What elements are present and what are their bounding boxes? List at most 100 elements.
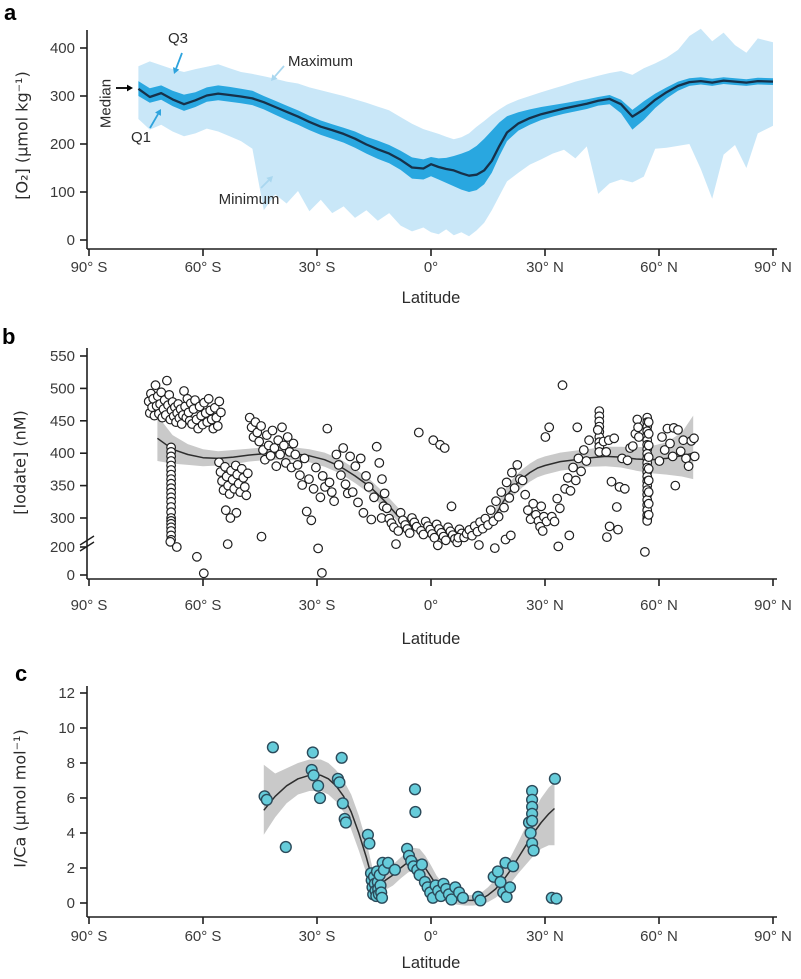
panel-c-y-tick-label: 2 bbox=[67, 860, 75, 877]
panel-b-scatter-point bbox=[203, 393, 214, 404]
panel-c-x-tick-label: 30° N bbox=[526, 928, 564, 945]
panel-c-scatter-point bbox=[491, 865, 505, 878]
panel-b-scatter-point bbox=[404, 528, 415, 538]
panel-a-iqr-band bbox=[138, 77, 773, 192]
panel-b-scatter-point bbox=[633, 422, 643, 433]
panel-b-scatter-point bbox=[333, 460, 344, 470]
panel-c-scatter-point bbox=[525, 814, 539, 827]
panel-c-x-axis-title: Latitude bbox=[401, 954, 461, 972]
panel-a-x-tick-label: 30° N bbox=[526, 259, 564, 276]
panel-b-scatter-point bbox=[659, 445, 670, 455]
panel-b-scatter-point bbox=[643, 428, 654, 439]
panel-b-scatter-point bbox=[198, 568, 209, 579]
panel-b-scatter-point bbox=[393, 526, 404, 536]
panel-b-scatter-point bbox=[326, 487, 337, 498]
panel-b-scatter-point bbox=[489, 543, 500, 553]
panel-b-scatter-point bbox=[643, 509, 654, 520]
panel-b-scatter-point bbox=[288, 438, 299, 449]
panel-b-scatter-point bbox=[505, 530, 516, 541]
panel-b-y-axis-title: [Iodate] (nM) bbox=[10, 410, 30, 515]
panel-c-scatter-point bbox=[456, 891, 470, 904]
panel-c-x-tick-label: 90° N bbox=[754, 928, 792, 945]
panel-a-median-line bbox=[137, 79, 774, 177]
median-arrow-icon bbox=[116, 84, 133, 92]
panel-b-scatter-point bbox=[523, 505, 533, 516]
panel-b-scatter-point bbox=[544, 422, 555, 433]
panel-c-x-tick-label: 90° S bbox=[71, 928, 108, 945]
panel-b-scatter-point bbox=[231, 507, 242, 518]
panel-b-scatter-point bbox=[440, 535, 451, 546]
panel-b-scatter-point bbox=[241, 490, 252, 501]
panel-c-scatter-point bbox=[415, 858, 429, 871]
panel-b-y-tick-label: 350 bbox=[50, 478, 75, 495]
panel-b-scatter-point bbox=[322, 423, 333, 434]
median-annotation-label: Median bbox=[97, 78, 115, 129]
panel-b-scatter-point bbox=[572, 422, 583, 433]
panel-b-scatter-point bbox=[220, 505, 231, 516]
panel-b-scatter-point bbox=[358, 507, 369, 518]
panel-b-scatter-point bbox=[265, 450, 276, 461]
panel-a-x-tick-label: 90° N bbox=[754, 259, 792, 276]
panel-a-y-tick-label: 0 bbox=[67, 232, 75, 249]
panel-c-scatter-point bbox=[260, 793, 273, 806]
panel-b-scatter-point bbox=[432, 540, 443, 551]
panel-a-y-tick-label: 100 bbox=[50, 184, 75, 201]
panel-b-scatter-point bbox=[601, 447, 612, 457]
panel-c-scatter-point bbox=[550, 892, 563, 905]
panel-b-scatter-point bbox=[361, 471, 371, 481]
q3-arrow-icon bbox=[172, 52, 183, 74]
panel-b-scatter-point bbox=[377, 474, 387, 485]
panel-b-x-tick-label: 90° S bbox=[71, 597, 108, 614]
panel-b-scatter-point bbox=[504, 493, 515, 503]
maximum-annotation-label: Maximum bbox=[288, 53, 354, 70]
panel-b-scatter-point bbox=[552, 493, 563, 504]
panel-b-scatter-point bbox=[324, 477, 335, 488]
panel-b-x-tick-label: 30° N bbox=[526, 597, 564, 614]
panel-b-scatter-point bbox=[292, 460, 303, 470]
panel-b-y-tick-label: 450 bbox=[50, 413, 75, 430]
panel-b-scatter-point bbox=[299, 453, 310, 464]
panel-a-x-tick-label: 30° S bbox=[299, 259, 336, 276]
panel-b-scatter-point bbox=[295, 470, 305, 481]
panel-b-scatter-point bbox=[576, 466, 586, 477]
panel-c-x-tick-label: 60° N bbox=[640, 928, 678, 945]
panel-a-min-max-band bbox=[138, 28, 773, 237]
panel-b-scatter-point bbox=[509, 483, 520, 494]
panel-b-scatter-point bbox=[212, 421, 223, 431]
panel-b-scatter-point bbox=[553, 541, 564, 552]
panel-b-scatter-point bbox=[279, 440, 289, 451]
panel-c-scatter-point bbox=[363, 837, 376, 850]
panel-b-y-tick-label: 400 bbox=[50, 445, 75, 462]
panel-b-scatter-point bbox=[315, 492, 326, 503]
panel-b-scatter-point bbox=[311, 462, 321, 473]
panel-b-scatter-point bbox=[517, 475, 528, 486]
panel-b-scatter-point bbox=[239, 482, 250, 492]
panel-b-scatter-point bbox=[413, 427, 424, 438]
panel-b-scatter-point bbox=[564, 530, 575, 541]
panel-b-scatter-point bbox=[161, 375, 172, 386]
minimum-annotation-label: Minimum bbox=[218, 191, 280, 208]
panel-b-scatter-point bbox=[150, 380, 161, 391]
panel-b-scatter-point bbox=[350, 461, 361, 472]
y-axis-break-icon bbox=[79, 541, 95, 552]
panel-c-confidence-band bbox=[263, 759, 555, 906]
panel-b-scatter-point bbox=[297, 480, 308, 490]
panel-b-y-tick-label: 550 bbox=[50, 348, 75, 365]
panel-b-scatter-point bbox=[353, 497, 363, 508]
panel-b-scatter-point bbox=[667, 451, 678, 462]
panel-b-scatter-point bbox=[689, 451, 700, 462]
panel-b-x-tick-label: 0° bbox=[424, 597, 438, 614]
panel-b-scatter-point bbox=[290, 449, 301, 460]
panel-c-scatter-point bbox=[527, 844, 540, 857]
panel-c-y-tick-label: 12 bbox=[58, 685, 75, 702]
panel-b-scatter-point bbox=[371, 441, 382, 452]
panel-b-scatter-point bbox=[643, 475, 654, 486]
panel-b-scatter-point bbox=[520, 489, 531, 500]
panel-b-scatter-point bbox=[271, 461, 282, 472]
panel-b-scatter-point bbox=[277, 422, 287, 433]
panel-b-scatter-point bbox=[613, 524, 623, 535]
panel-b-scatter-point bbox=[643, 440, 654, 451]
panel-b-scatter-point bbox=[269, 443, 280, 453]
panel-b-scatter-point bbox=[602, 532, 612, 542]
